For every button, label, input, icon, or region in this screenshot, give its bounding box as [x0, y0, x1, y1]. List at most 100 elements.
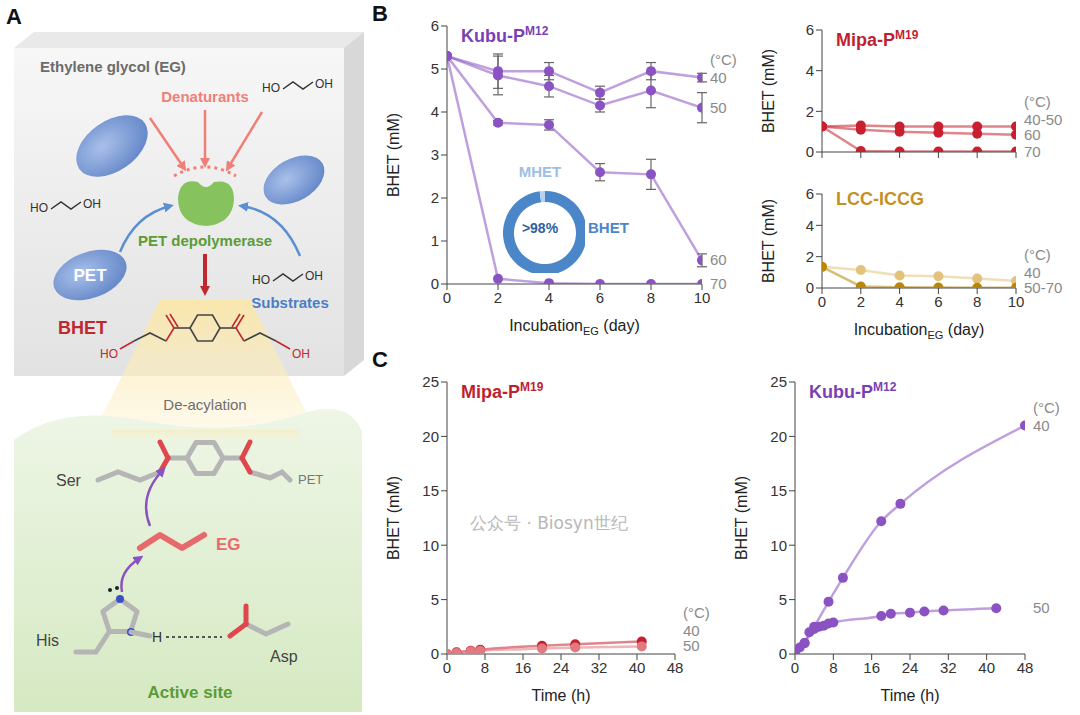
- svg-text:20: 20: [422, 428, 439, 445]
- svg-text:4: 4: [806, 62, 814, 79]
- svg-text:4: 4: [806, 217, 814, 234]
- svg-text:0: 0: [431, 645, 439, 662]
- svg-text:HO: HO: [30, 201, 48, 215]
- svg-text:4: 4: [895, 293, 903, 310]
- svg-text:24: 24: [902, 659, 919, 676]
- svg-text:0: 0: [779, 645, 787, 662]
- svg-text:40: 40: [629, 659, 646, 676]
- svg-text:PET: PET: [298, 472, 323, 487]
- svg-text:25: 25: [770, 373, 787, 390]
- svg-text:24: 24: [553, 659, 570, 676]
- svg-text:2: 2: [494, 289, 502, 306]
- svg-text:Substrates: Substrates: [251, 294, 329, 311]
- html-text:Mipa-PM19: Mipa-PM19: [461, 380, 544, 402]
- svg-text:4: 4: [545, 289, 553, 306]
- html-text:60: 60: [1024, 125, 1041, 143]
- svg-text:2: 2: [806, 103, 814, 120]
- svg-text:8: 8: [481, 659, 489, 676]
- svg-text:HO: HO: [252, 273, 270, 287]
- html-text:40: 40: [710, 68, 727, 86]
- html-text:MHET: MHET: [518, 163, 562, 180]
- html-text:60: 60: [710, 251, 727, 269]
- svg-text:6: 6: [806, 185, 814, 202]
- html-text:Mipa-PM19: Mipa-PM19: [836, 28, 919, 50]
- svg-text:32: 32: [591, 659, 608, 676]
- svg-text:6: 6: [806, 21, 814, 38]
- svg-text:6: 6: [934, 293, 942, 310]
- svg-text:Ser: Ser: [56, 472, 82, 489]
- svg-text:PET depolymerase: PET depolymerase: [138, 232, 272, 249]
- svg-text:2: 2: [431, 189, 439, 206]
- svg-text:6: 6: [431, 17, 439, 34]
- svg-text:0: 0: [806, 279, 814, 296]
- svg-text:BHET: BHET: [58, 318, 107, 338]
- svg-text:HO: HO: [100, 347, 118, 361]
- html-text:(°C): (°C): [683, 604, 710, 622]
- html-text:BHET: BHET: [588, 219, 629, 236]
- html-text:Kubu-PM12: Kubu-PM12: [461, 24, 549, 46]
- html-text:50: 50: [710, 98, 727, 116]
- svg-text:10: 10: [694, 289, 711, 306]
- svg-text:8: 8: [973, 293, 981, 310]
- html-text:IncubationEG(day): IncubationEG(day): [853, 321, 985, 342]
- svg-text:EG: EG: [216, 535, 241, 554]
- svg-text:OH: OH: [292, 347, 310, 361]
- svg-text:0: 0: [791, 659, 799, 676]
- html-text:Kubu-PM12: Kubu-PM12: [809, 380, 897, 402]
- svg-text:Active site: Active site: [147, 683, 232, 702]
- svg-text:15: 15: [770, 482, 787, 499]
- svg-text:PET: PET: [73, 266, 107, 285]
- html-text:IncubationEG(day): IncubationEG(day): [509, 317, 640, 338]
- svg-text:De-acylation: De-acylation: [163, 396, 246, 413]
- svg-text:3: 3: [431, 146, 439, 163]
- svg-text:OH: OH: [315, 77, 333, 91]
- svg-text:5: 5: [431, 60, 439, 77]
- svg-text:4: 4: [431, 103, 439, 120]
- svg-text:10: 10: [422, 537, 439, 554]
- svg-text:16: 16: [863, 659, 880, 676]
- svg-text:0: 0: [443, 289, 451, 306]
- svg-text:40: 40: [978, 659, 995, 676]
- svg-text:Ethylene glycol (EG): Ethylene glycol (EG): [40, 58, 186, 75]
- svg-text:15: 15: [422, 482, 439, 499]
- svg-text:0: 0: [806, 143, 814, 160]
- svg-text:48: 48: [1017, 659, 1034, 676]
- svg-text:HO: HO: [262, 81, 280, 95]
- svg-text:0: 0: [818, 293, 826, 310]
- svg-text:5: 5: [431, 591, 439, 608]
- html-text:(°C): (°C): [710, 50, 737, 68]
- svg-text:6: 6: [596, 289, 604, 306]
- svg-text:A: A: [6, 4, 22, 29]
- svg-text:0: 0: [443, 659, 451, 676]
- svg-text:Asp: Asp: [270, 648, 298, 665]
- svg-text:Denaturants: Denaturants: [161, 88, 249, 105]
- svg-text:OH: OH: [83, 197, 101, 211]
- svg-text:OH: OH: [305, 269, 323, 283]
- svg-text:2: 2: [857, 293, 865, 310]
- html-text:50-70: 50-70: [1024, 278, 1063, 296]
- html-text:(°C): (°C): [1033, 398, 1060, 416]
- html-text:70: 70: [710, 275, 727, 292]
- svg-text:1: 1: [431, 232, 439, 249]
- svg-text:10: 10: [770, 537, 787, 554]
- svg-text:48: 48: [667, 659, 684, 676]
- svg-text:H: H: [152, 629, 162, 645]
- svg-text:25: 25: [422, 373, 439, 390]
- html-text:(°C): (°C): [1024, 92, 1051, 110]
- svg-text:His: His: [36, 632, 59, 649]
- html-text:40-50: 40-50: [1024, 110, 1063, 128]
- svg-text:8: 8: [647, 289, 655, 306]
- svg-text:0: 0: [431, 275, 439, 292]
- svg-text:32: 32: [940, 659, 957, 676]
- html-text:(°C): (°C): [1024, 245, 1051, 263]
- html-text:BHET (mM): BHET (mM): [385, 112, 402, 198]
- html-text:公众号 · Biosyn世纪: 公众号 · Biosyn世纪: [470, 513, 628, 533]
- html-text:LCC-ICCG: LCC-ICCG: [836, 189, 924, 209]
- svg-text:20: 20: [770, 428, 787, 445]
- svg-text:16: 16: [515, 659, 532, 676]
- svg-text:5: 5: [779, 591, 787, 608]
- svg-text:8: 8: [829, 659, 837, 676]
- svg-text:10: 10: [1008, 293, 1025, 310]
- svg-text:2: 2: [806, 248, 814, 265]
- html-text:BHET (mM): BHET (mM): [760, 48, 777, 134]
